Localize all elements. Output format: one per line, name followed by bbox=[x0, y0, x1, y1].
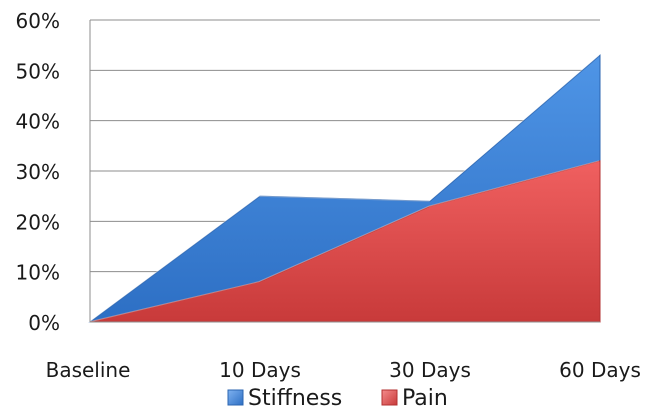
stiffness-legend-icon bbox=[227, 389, 244, 406]
series-areas bbox=[88, 54, 601, 323]
x-tick-label: 60 Days bbox=[559, 358, 641, 382]
y-tick-label: 40% bbox=[16, 110, 60, 134]
legend: Stiffness Pain bbox=[227, 386, 448, 411]
x-tick-label: 30 Days bbox=[389, 358, 471, 382]
stiffness-legend-label: Stiffness bbox=[248, 386, 342, 411]
x-tick-label: Baseline bbox=[46, 358, 131, 382]
series-highlight-stiffness bbox=[88, 54, 600, 323]
x-tick-label: 10 Days bbox=[219, 358, 301, 382]
axes bbox=[89, 20, 600, 323]
y-tick-label: 10% bbox=[16, 261, 60, 285]
y-tick-label: 60% bbox=[16, 9, 60, 33]
pain-legend-label: Pain bbox=[402, 386, 448, 411]
pain-legend-icon bbox=[381, 389, 398, 406]
tick-labels: 0% 10% 20% 30% 40% 50% 60% Baseline 10 Days 30 Da… bbox=[16, 9, 641, 382]
y-tick-label: 50% bbox=[16, 59, 60, 83]
y-tick-label: 30% bbox=[16, 160, 60, 184]
y-tick-label: 20% bbox=[16, 210, 60, 234]
y-tick-label: 0% bbox=[28, 311, 60, 335]
series-highlight-pain bbox=[88, 160, 600, 323]
